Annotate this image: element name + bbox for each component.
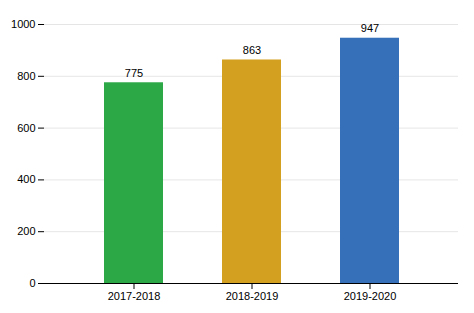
svg-text:200: 200 [17, 225, 35, 237]
svg-text:2018-2019: 2018-2019 [226, 290, 279, 302]
svg-text:400: 400 [17, 173, 35, 185]
svg-text:1000: 1000 [11, 18, 35, 30]
svg-text:775: 775 [125, 67, 143, 79]
svg-text:600: 600 [17, 122, 35, 134]
svg-text:0: 0 [29, 277, 35, 289]
svg-text:800: 800 [17, 70, 35, 82]
svg-text:2019-2020: 2019-2020 [344, 290, 397, 302]
svg-text:863: 863 [243, 44, 261, 56]
svg-text:2017-2018: 2017-2018 [108, 290, 161, 302]
svg-text:947: 947 [361, 22, 379, 34]
